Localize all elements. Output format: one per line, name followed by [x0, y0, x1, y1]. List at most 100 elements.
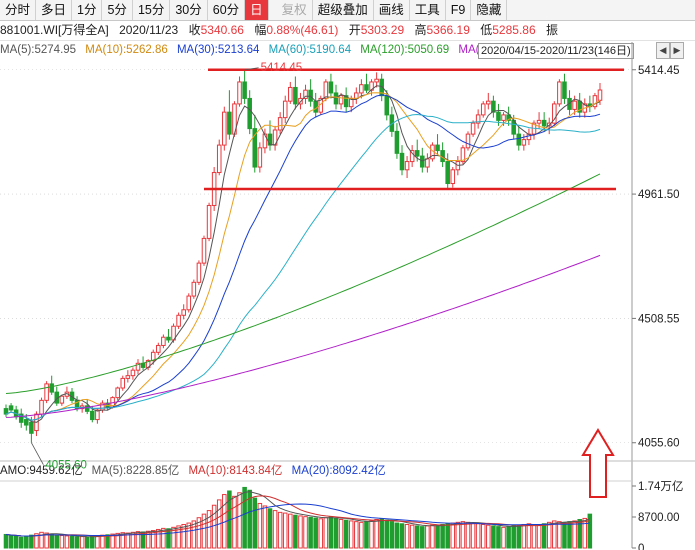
volume-bar — [516, 524, 522, 549]
volume-bar — [69, 535, 75, 549]
toolbar-10-button[interactable]: 超级叠加 — [313, 0, 374, 20]
volume-bar — [242, 486, 247, 549]
toolbar-13-button[interactable]: F9 — [446, 0, 472, 20]
volume-bar — [18, 536, 24, 549]
volume-bar — [90, 535, 95, 549]
toolbar-9-button[interactable]: 复权 — [277, 0, 313, 20]
volume-bar — [196, 517, 202, 549]
volume-bar — [54, 534, 60, 549]
open-label: 开 — [348, 23, 361, 37]
y-tick-label: 5414.45 — [638, 65, 680, 77]
candle-body — [176, 314, 181, 327]
toolbar-8-button[interactable]: 日 — [245, 0, 269, 20]
candle-body — [404, 161, 410, 171]
volume-bar — [425, 525, 430, 549]
volume-bar — [374, 518, 379, 549]
candle-body — [8, 405, 14, 411]
volume-bar — [354, 521, 359, 549]
candle-body — [166, 336, 171, 341]
candle-body — [29, 421, 34, 434]
candle-body — [262, 133, 268, 149]
y-tick-label: 4508.55 — [638, 313, 680, 325]
volume-bar — [308, 516, 313, 549]
volume-bar — [420, 526, 425, 549]
candle-body — [333, 92, 339, 105]
candle-body — [460, 147, 466, 163]
candle-body — [196, 262, 202, 283]
toolbar-2-button[interactable]: 多日 — [36, 0, 73, 20]
volume-bar — [8, 535, 14, 549]
candle-body — [552, 103, 557, 124]
low-annotation-label: 4055.60 — [45, 460, 87, 472]
volume-bar — [252, 497, 258, 549]
amplitude-label: 振 — [545, 23, 558, 37]
toolbar-14-button[interactable]: 隐藏 — [471, 0, 508, 20]
volume-bar — [511, 525, 516, 549]
toolbar-6-button[interactable]: 30分 — [170, 0, 208, 20]
amo-ma10-line — [5, 495, 590, 537]
candle-body — [216, 144, 222, 174]
volume-bar — [135, 531, 141, 549]
volume-bar — [379, 518, 384, 549]
volume-bar — [338, 518, 344, 549]
candle-body — [303, 89, 308, 99]
volume-bar — [166, 528, 171, 549]
volume-y-tick-label: 8700.00 — [638, 512, 680, 524]
volume-bar — [262, 505, 268, 549]
candle-body — [24, 419, 29, 426]
volume-bar — [293, 514, 298, 549]
toolbar-7-button[interactable]: 60分 — [208, 0, 246, 20]
volume-bar — [29, 534, 34, 549]
quote-date: 2020/11/23 — [119, 23, 179, 37]
amo-ma20-line — [5, 503, 590, 537]
open-value: 5303.29 — [360, 23, 405, 37]
volume-bar — [496, 526, 501, 549]
candle-body — [414, 150, 420, 157]
volume-bar — [176, 525, 181, 549]
volume-bar — [480, 523, 486, 549]
candle-body — [156, 344, 161, 353]
date-range-indicator[interactable]: 2020/04/15-2020/11/23(146日) — [478, 43, 634, 59]
volume-legend: AMO:9459.62亿 MA(5):8228.85亿 MA(10):8143.… — [0, 463, 635, 480]
candle-body — [328, 81, 334, 94]
candle-body — [425, 158, 430, 168]
amo-ma10-legend: MA(10):8143.84亿 — [188, 465, 283, 477]
volume-bar — [328, 516, 334, 549]
volume-bar — [394, 522, 400, 549]
volume-bar — [435, 525, 440, 549]
candle-body — [379, 78, 384, 97]
volume-bar — [486, 524, 491, 549]
scroll-right-button[interactable]: ▶ — [670, 42, 684, 59]
toolbar-12-button[interactable]: 工具 — [410, 0, 446, 20]
candle-body — [267, 133, 273, 146]
volume-bar — [460, 521, 466, 549]
scroll-left-button[interactable]: ◀ — [656, 42, 670, 59]
candle-body — [516, 133, 522, 146]
volume-bar — [44, 532, 49, 549]
toolbar-1-button[interactable]: 分时 — [0, 0, 37, 20]
volume-bar — [145, 530, 151, 549]
volume-bar — [181, 523, 186, 549]
volume-bar — [39, 531, 44, 549]
quote-info-bar: 881001.WI[万得全A] 2020/11/23 收5340.66 幅0.8… — [0, 21, 695, 41]
candle-body — [541, 119, 547, 127]
volume-bar — [237, 492, 242, 549]
toolbar-5-button[interactable]: 15分 — [133, 0, 171, 20]
volume-bar — [74, 536, 80, 549]
high-annotation-label: 5414.45 — [261, 62, 303, 74]
candle-body — [409, 150, 415, 163]
toolbar-4-button[interactable]: 5分 — [102, 0, 133, 20]
volume-bar — [161, 527, 166, 549]
ma250-line — [5, 254, 601, 418]
volume-bar — [282, 512, 288, 549]
candle-body — [120, 377, 126, 389]
volume-bar — [105, 534, 110, 549]
volume-bar — [531, 523, 537, 549]
y-tick-label: 4961.50 — [638, 189, 680, 201]
change-label: 幅 — [254, 23, 267, 37]
toolbar-11-button[interactable]: 画线 — [374, 0, 410, 20]
toolbar-3-button[interactable]: 1分 — [72, 0, 103, 20]
candle-body — [59, 395, 65, 404]
ma120-legend: MA(120):5050.69 — [360, 44, 450, 56]
